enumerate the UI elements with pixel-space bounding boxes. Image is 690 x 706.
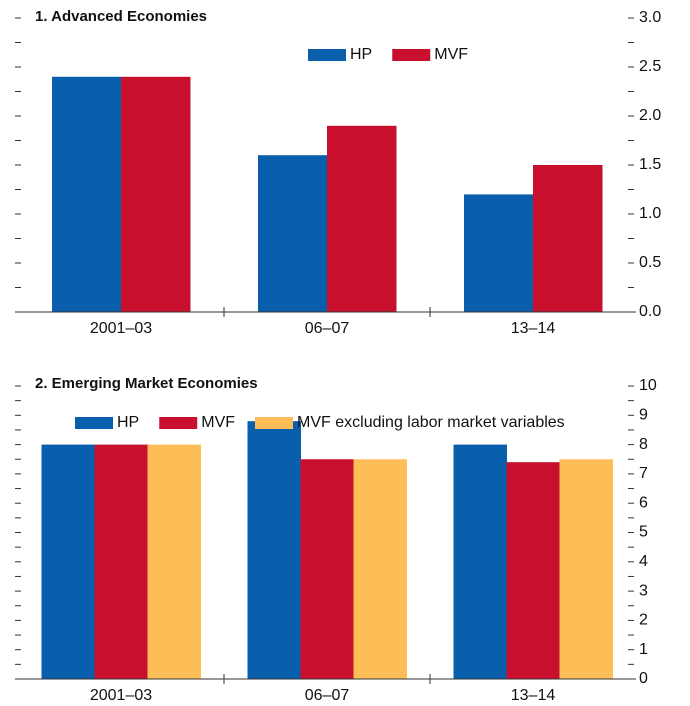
x-tick-label: 13–14 (511, 320, 556, 337)
legend-swatch (159, 417, 198, 429)
y-tick-label: 2.0 (639, 107, 661, 124)
bar (533, 165, 603, 312)
y-tick-label: 2 (639, 612, 648, 629)
bar (41, 444, 95, 679)
y-tick-label: 8 (639, 436, 648, 453)
bar (247, 421, 301, 679)
bar (52, 76, 122, 312)
legend-swatch (308, 49, 346, 61)
y-tick-label: 0.0 (639, 303, 661, 320)
y-tick-label: 5 (639, 524, 648, 541)
y-tick-label: 6 (639, 494, 648, 511)
bar (464, 194, 534, 312)
legend-swatch (392, 49, 431, 61)
y-tick-label: 0 (639, 670, 648, 687)
legend-label: MVF (201, 414, 235, 431)
legend-label: MVF (434, 46, 468, 63)
y-tick-label: 4 (639, 553, 648, 570)
legend-swatch (255, 417, 294, 429)
bar (258, 155, 328, 312)
x-tick-label: 13–14 (511, 687, 556, 704)
bar (147, 444, 201, 679)
x-tick-label: 2001–03 (90, 687, 152, 704)
chart-title: 2. Emerging Market Economies (35, 375, 258, 392)
y-tick-label: 10 (639, 377, 657, 394)
y-tick-label: 1.0 (639, 205, 661, 222)
legend-swatch (75, 417, 113, 429)
y-tick-label: 2.5 (639, 58, 661, 75)
y-tick-label: 0.5 (639, 254, 661, 271)
bar (121, 76, 191, 312)
bar (353, 459, 407, 679)
y-tick-label: 1.5 (639, 156, 661, 173)
chart-title: 1. Advanced Economies (35, 8, 207, 25)
bar (453, 444, 507, 679)
legend-label: HP (350, 46, 372, 63)
x-tick-label: 06–07 (305, 320, 350, 337)
bar (506, 462, 560, 679)
y-tick-label: 9 (639, 407, 648, 424)
x-tick-label: 06–07 (305, 687, 350, 704)
bar (94, 444, 148, 679)
y-tick-label: 3 (639, 582, 648, 599)
y-tick-label: 3.0 (639, 9, 661, 26)
legend-label: MVF excluding labor market variables (297, 414, 565, 431)
y-tick-label: 1 (639, 641, 648, 658)
legend-label: HP (117, 414, 139, 431)
x-tick-label: 2001–03 (90, 320, 152, 337)
bar (300, 459, 354, 679)
bar (327, 125, 397, 312)
y-tick-label: 7 (639, 465, 648, 482)
bar (559, 459, 613, 679)
